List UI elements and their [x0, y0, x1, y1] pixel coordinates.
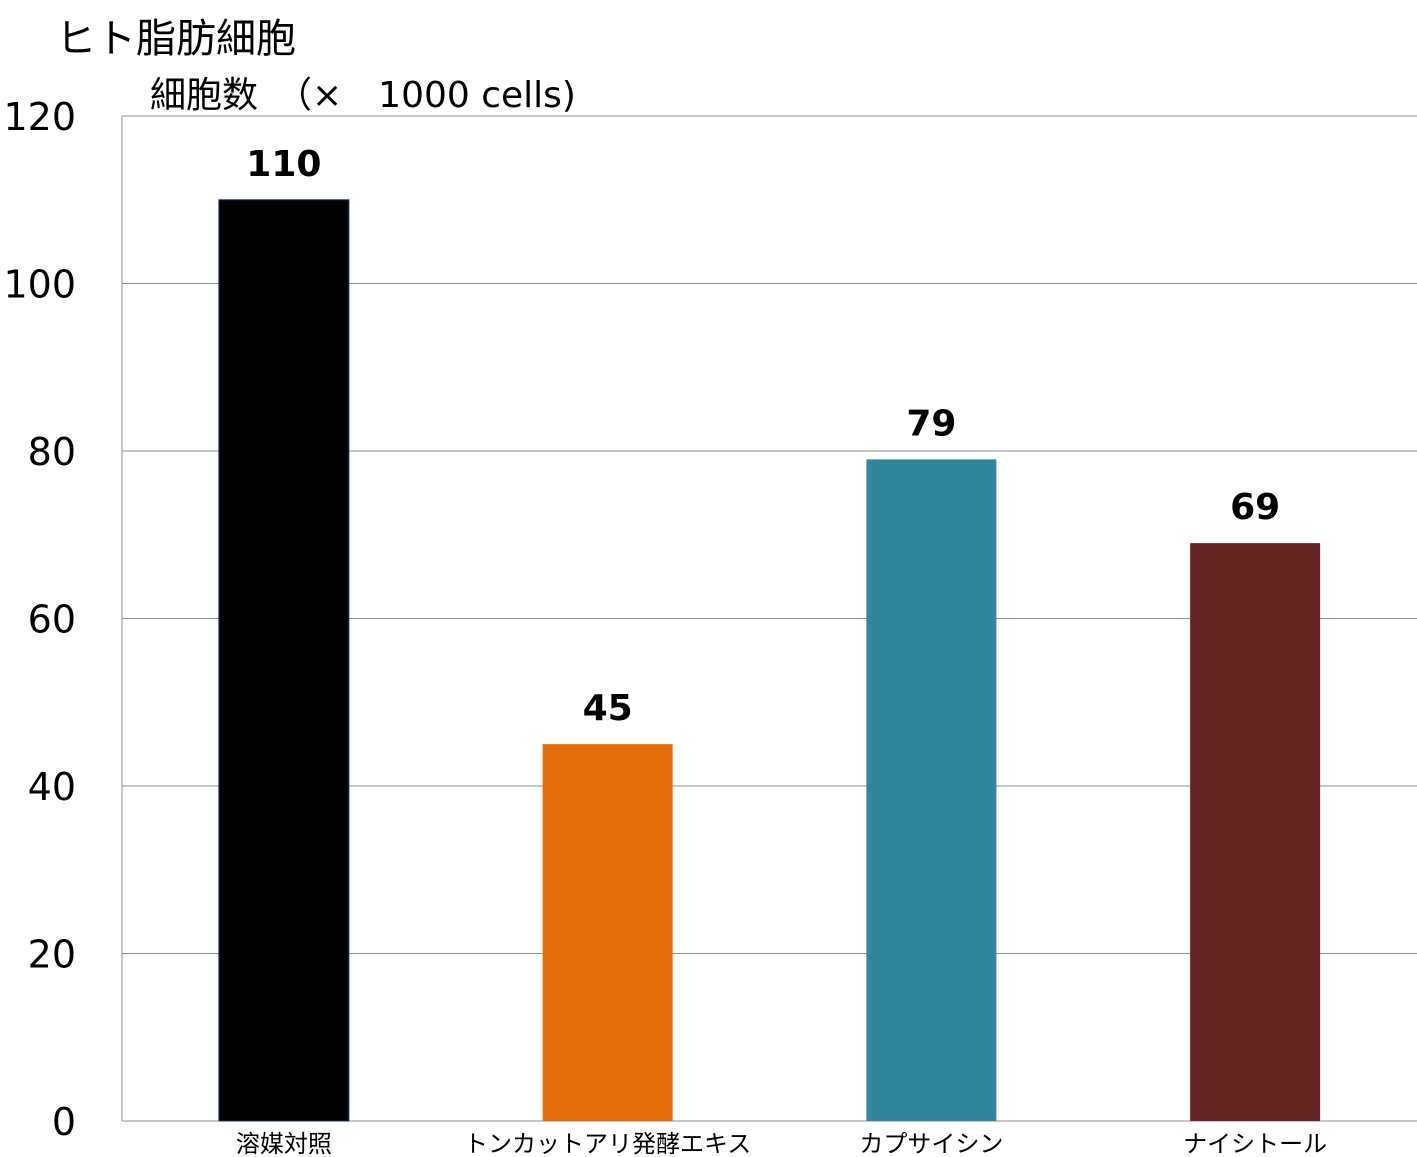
x-tick-label: トンカットアリ発酵エキス [464, 1130, 751, 1157]
y-tick-label: 80 [28, 430, 76, 474]
x-tick-label: 溶媒対照 [236, 1130, 332, 1157]
bar [1190, 543, 1321, 1121]
y-tick-label: 120 [3, 95, 76, 139]
data-label: 110 [246, 144, 321, 185]
x-tick-label: カプサイシン [859, 1130, 1003, 1157]
y-tick-label: 40 [28, 765, 76, 809]
data-label: 69 [1230, 487, 1280, 528]
y-tick-label: 100 [3, 263, 76, 307]
y-tick-label: 20 [28, 933, 76, 977]
data-label: 79 [906, 403, 956, 444]
bar [866, 459, 997, 1121]
bar [218, 199, 350, 1122]
x-tick-label: ナイシトール [1183, 1130, 1327, 1157]
bar [542, 744, 673, 1121]
y-axis-label: 細胞数 （× 1000 cells) [150, 75, 576, 116]
chart-title: ヒト脂肪細胞 [56, 16, 296, 62]
y-tick-label: 0 [52, 1100, 76, 1144]
data-label: 45 [583, 688, 633, 729]
y-tick-label: 60 [28, 598, 76, 642]
